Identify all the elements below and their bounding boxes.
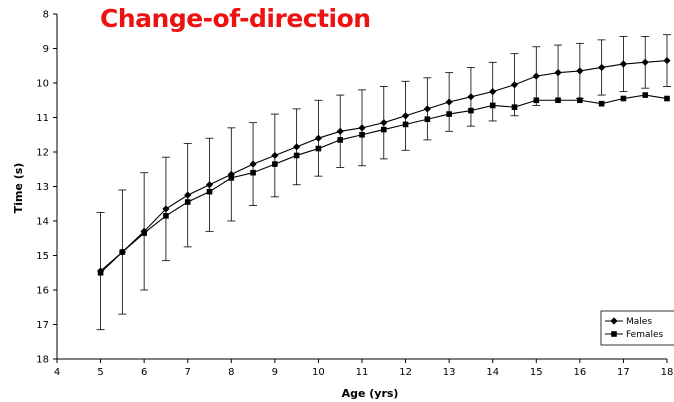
data-point-females xyxy=(489,102,496,109)
data-point-males xyxy=(205,181,214,189)
data-point-females xyxy=(577,97,583,104)
y-tick-label: 13 xyxy=(36,182,49,193)
data-point-females xyxy=(664,95,670,102)
y-tick-label: 12 xyxy=(36,148,49,159)
data-point-males xyxy=(314,134,323,142)
x-tick-label: 15 xyxy=(530,367,543,378)
x-tick-label: 13 xyxy=(443,367,456,378)
data-point-females xyxy=(293,152,300,159)
data-point-males xyxy=(554,69,562,77)
x-tick-label: 16 xyxy=(573,367,586,378)
data-point-males xyxy=(489,88,497,96)
data-point-females xyxy=(598,100,605,107)
y-axis-title: Time (s) xyxy=(12,163,25,214)
x-tick-label: 5 xyxy=(97,367,103,378)
y-tick-label: 8 xyxy=(43,10,49,21)
data-point-females xyxy=(97,269,104,276)
x-tick-label: 7 xyxy=(185,367,191,378)
data-point-males xyxy=(249,160,257,168)
legend-box xyxy=(600,310,674,346)
legend-label-males: Males xyxy=(626,317,652,327)
data-point-males xyxy=(162,205,170,213)
y-tick-label: 9 xyxy=(43,44,49,55)
chart-title: Change-of-direction xyxy=(100,4,371,33)
x-tick-label: 10 xyxy=(312,367,325,378)
data-point-males xyxy=(510,81,519,89)
data-point-males xyxy=(401,112,410,120)
data-point-females xyxy=(511,104,518,110)
x-axis-title: Age (yrs) xyxy=(342,387,399,400)
data-point-females xyxy=(642,92,649,98)
y-tick-label: 14 xyxy=(36,217,49,228)
y-tick-label: 16 xyxy=(36,286,49,297)
data-point-females xyxy=(315,145,322,152)
error-bars xyxy=(96,34,671,331)
data-point-males xyxy=(598,63,606,72)
x-tick-label: 11 xyxy=(356,367,369,378)
data-point-females xyxy=(620,95,627,102)
x-tick-label: 14 xyxy=(486,367,499,378)
data-point-males xyxy=(663,56,671,65)
legend: Males Females xyxy=(600,310,674,346)
data-point-females xyxy=(359,131,365,138)
data-point-females xyxy=(533,97,540,104)
data-point-females xyxy=(141,230,147,236)
x-tick-label: 6 xyxy=(141,367,147,378)
data-point-females xyxy=(163,213,169,219)
y-tick-label: 15 xyxy=(36,251,49,262)
data-point-females xyxy=(206,188,213,195)
data-point-females xyxy=(184,199,191,205)
data-point-males xyxy=(336,127,344,135)
data-point-males xyxy=(467,93,475,101)
data-point-males xyxy=(184,191,192,199)
data-point-females xyxy=(468,107,474,114)
data-point-females xyxy=(446,111,452,117)
data-point-females xyxy=(555,97,561,104)
y-tick-label: 10 xyxy=(36,79,49,90)
series-layer xyxy=(96,56,671,276)
data-point-males xyxy=(423,105,431,113)
data-point-females xyxy=(424,116,431,123)
x-tick-label: 8 xyxy=(228,367,234,378)
x-tick-label: 18 xyxy=(661,367,674,378)
data-point-females xyxy=(250,169,256,176)
data-point-females xyxy=(228,175,235,181)
data-point-females xyxy=(119,249,126,255)
data-point-males xyxy=(532,72,540,80)
data-point-males xyxy=(380,119,388,127)
legend-marker-males xyxy=(610,317,618,325)
data-point-males xyxy=(641,58,649,66)
y-tick-label: 17 xyxy=(36,320,49,331)
data-point-males xyxy=(619,60,628,68)
y-tick-label: 18 xyxy=(36,355,49,366)
y-tick-label: 11 xyxy=(36,113,49,124)
axes: 8 9 10 11 12 13 14 15 16 17 18 4 5 6 7 8 9 10 11 12 13 14 15 16… xyxy=(36,10,673,379)
data-point-females xyxy=(337,137,344,143)
x-tick-label: 4 xyxy=(54,367,60,378)
data-point-females xyxy=(272,161,278,167)
legend-label-females: Females xyxy=(626,330,664,340)
data-point-females xyxy=(402,121,409,128)
x-tick-label: 12 xyxy=(399,367,412,378)
data-point-males xyxy=(358,124,366,132)
legend-marker-females xyxy=(611,331,617,337)
data-point-males xyxy=(293,143,301,151)
data-point-males xyxy=(576,67,584,75)
data-point-females xyxy=(380,126,387,133)
x-tick-label: 17 xyxy=(617,367,630,378)
data-point-males xyxy=(445,98,453,106)
data-point-males xyxy=(271,151,279,160)
x-tick-label: 9 xyxy=(272,367,278,378)
